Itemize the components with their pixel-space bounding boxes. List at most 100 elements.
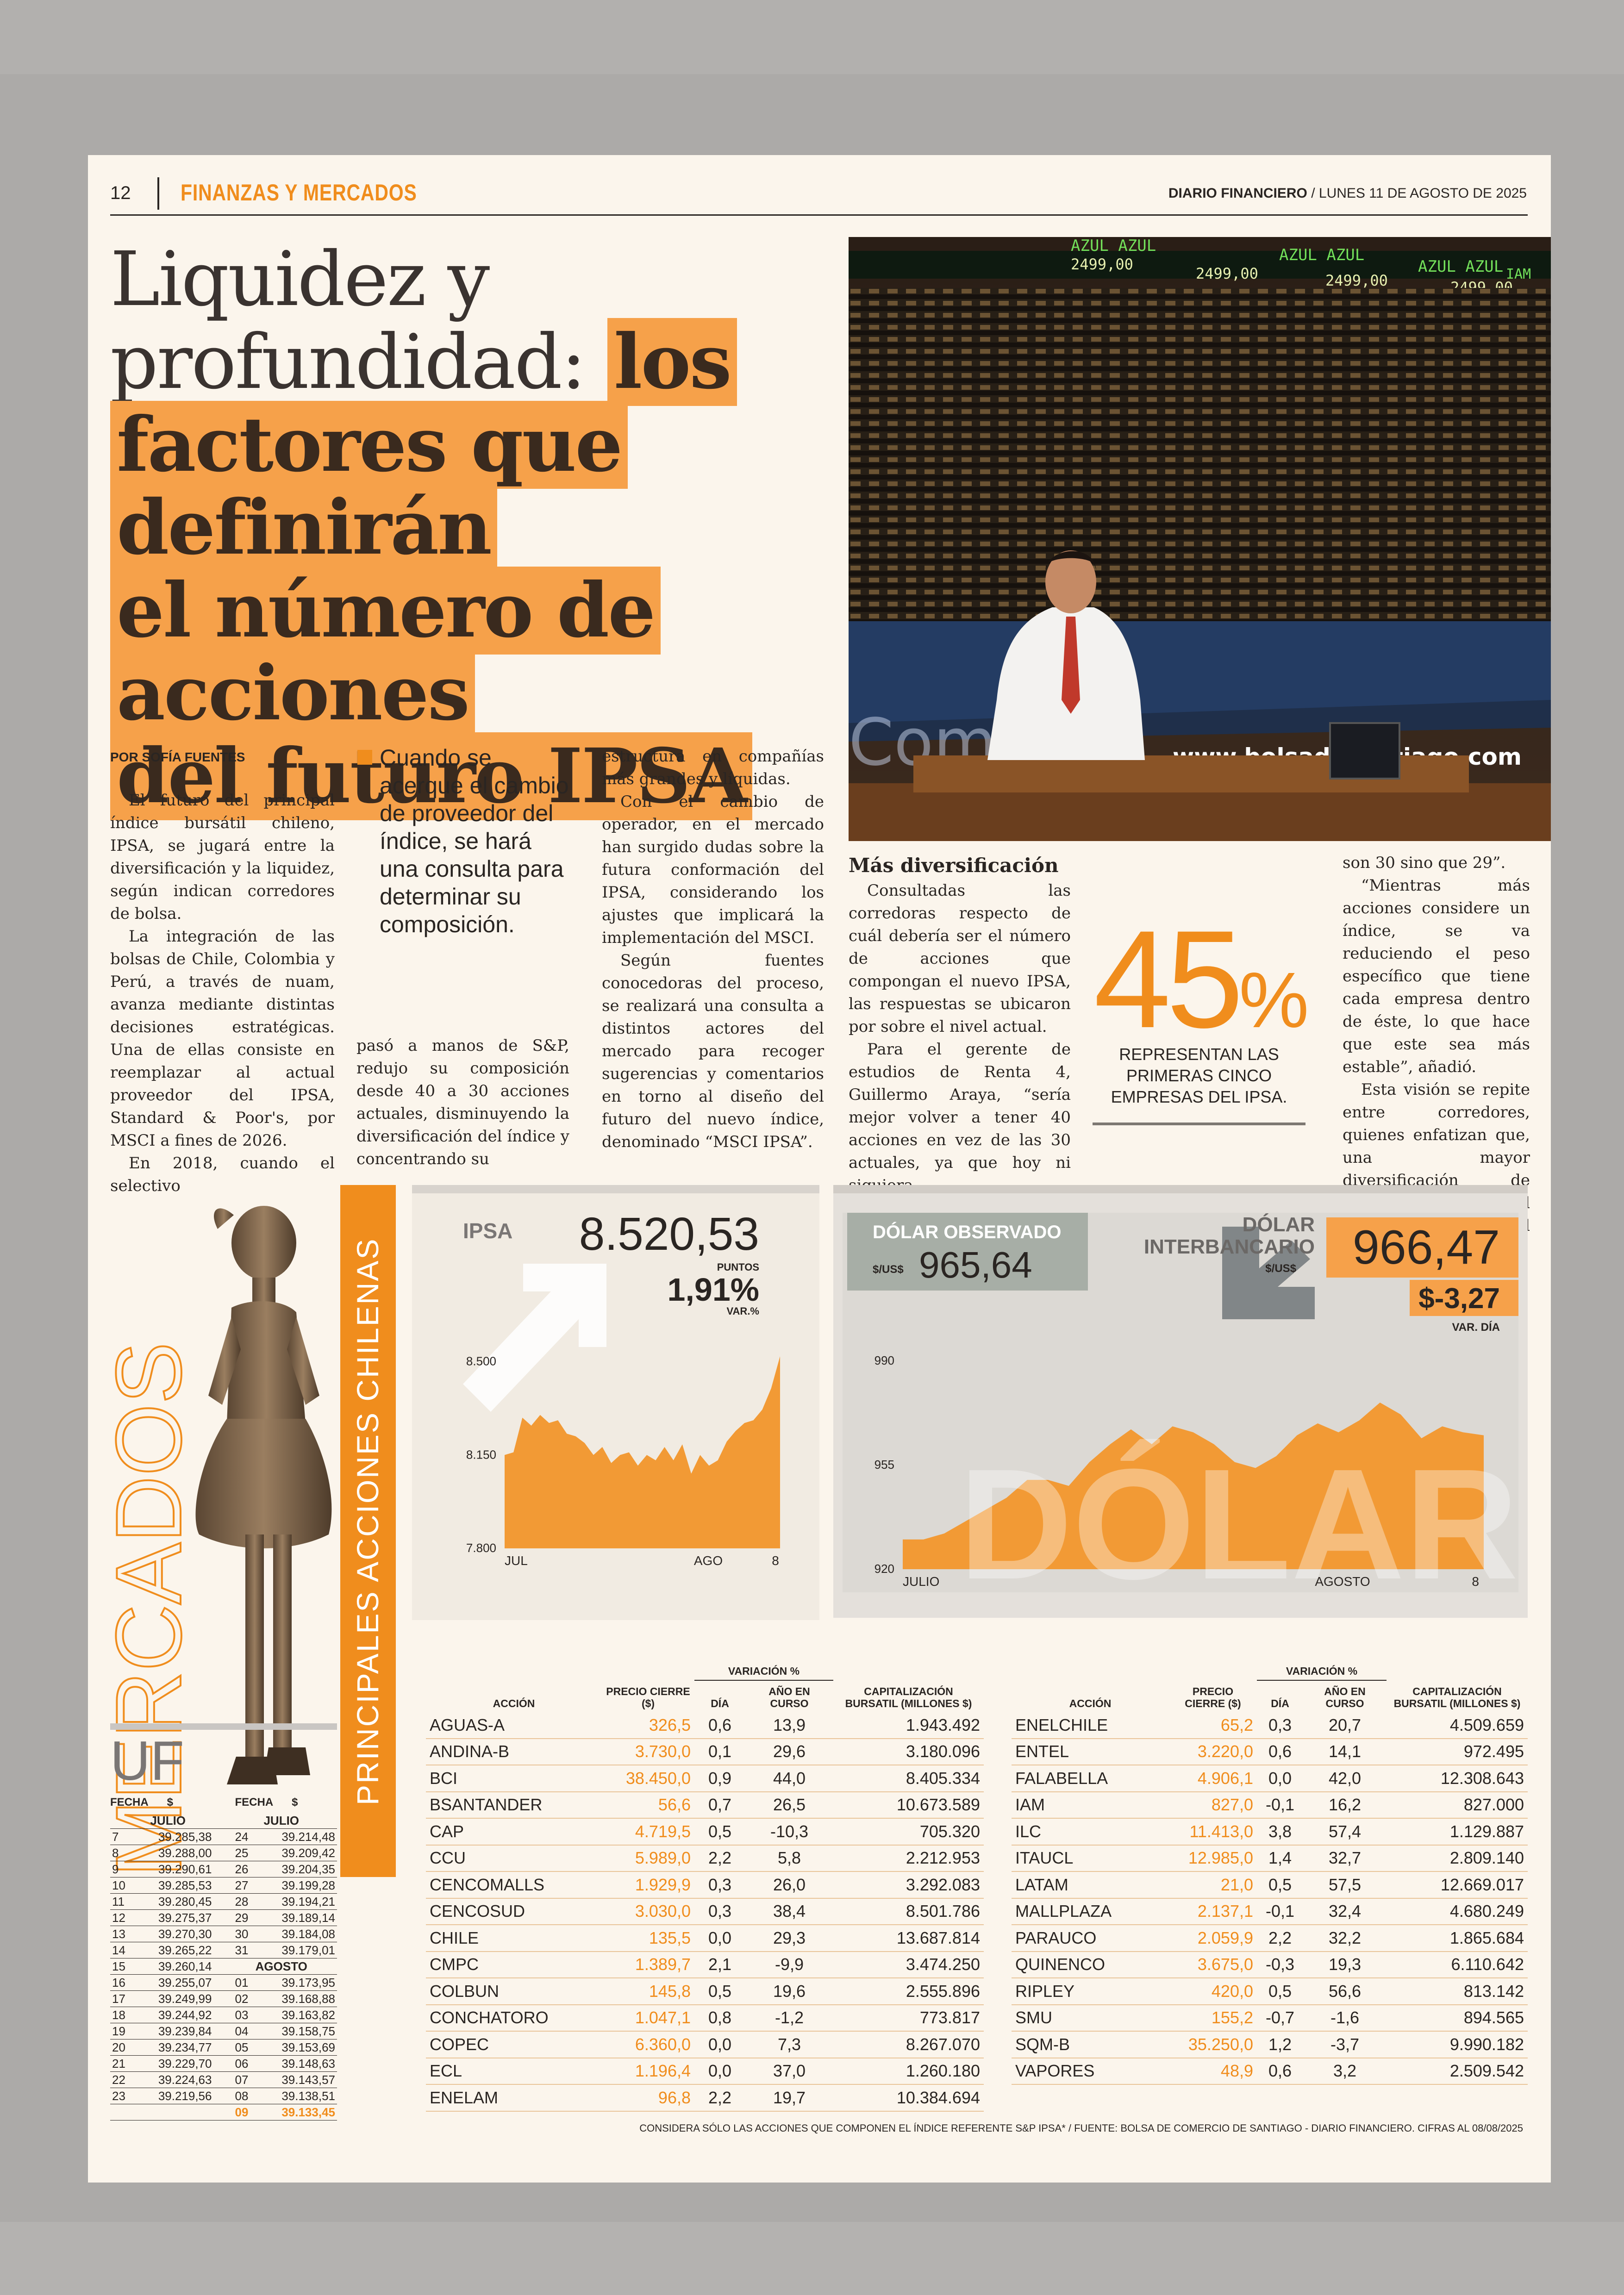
dolar-interbancario-change: $-3,27	[1418, 1283, 1500, 1315]
table-row: RIPLEY 420,0 0,5 56,6 813.142	[1012, 1978, 1528, 2005]
stock-name: LATAM	[1012, 1871, 1169, 1899]
stock-cap: 894.565	[1387, 2004, 1528, 2032]
uf-value: 39.280,45	[148, 1893, 226, 1910]
subheading: Más diversificación	[849, 854, 1059, 877]
stock-price: 65,2	[1169, 1712, 1257, 1739]
col-dia: DÍA	[1271, 1697, 1289, 1709]
stock-var-day: 0,0	[694, 2058, 745, 2085]
stock-var-year: 19,7	[745, 2084, 833, 2112]
stock-name: RIPLEY	[1012, 1978, 1169, 2005]
uf-day: 30	[225, 1926, 274, 1942]
headline-highlight: el número de acciones	[110, 567, 661, 737]
table-row: QUINENCO 3.675,0 -0,3 19,3 6.110.642	[1012, 1951, 1528, 1978]
col-accion: ACCIÓN	[493, 1697, 535, 1709]
stock-var-year: 32,4	[1303, 1898, 1387, 1925]
paragraph: Según fuentes conocedoras del proceso, s…	[602, 951, 824, 1151]
stock-var-year: 26,5	[745, 1791, 833, 1819]
uf-day: 8	[110, 1845, 149, 1861]
uf-row: 17 39.249,99 02 39.168,88	[110, 1990, 337, 2007]
stock-var-year: 42,0	[1303, 1765, 1387, 1792]
stock-cap: 8.405.334	[833, 1765, 984, 1792]
stock-cap: 1.943.492	[833, 1712, 984, 1739]
paragraph: Consultadas las corredoras respecto de c…	[849, 881, 1071, 1036]
table-row: ILC 11.413,0 3,8 57,4 1.129.887	[1012, 1818, 1528, 1846]
uf-value: 39.229,70	[148, 2055, 226, 2072]
stock-cap: 10.673.589	[833, 1791, 984, 1819]
table-row: ENELAM 96,8 2,2 19,7 10.384.694	[426, 2084, 984, 2112]
paragraph: Para el gerente de estudios de Renta 4, …	[849, 1040, 1071, 1195]
ipsa-value: 8.520,53	[579, 1208, 759, 1260]
col-precio: PRECIO CIERRE ($)	[606, 1685, 690, 1709]
fearless-girl-statue	[195, 1206, 332, 1784]
uf-col-fecha: FECHA	[110, 1796, 149, 1809]
uf-value: 39.244,92	[148, 2007, 226, 2023]
uf-value: 39.168,88	[273, 1990, 337, 2007]
stock-var-day: 0,3	[694, 1898, 745, 1925]
stock-var-day: 2,2	[1257, 1925, 1303, 1952]
uf-row: JULIO JULIO	[110, 1813, 337, 1829]
uf-day: 31	[225, 1942, 274, 1958]
stat-number: 45%	[1083, 910, 1315, 1060]
board-title: AZUL AZUL	[1418, 257, 1503, 276]
stock-name: ENTEL	[1012, 1738, 1169, 1765]
stock-name: CCU	[426, 1845, 602, 1872]
uf-day: 26	[225, 1861, 274, 1877]
photo-illustration: AZUL AZUL AZUL AZUL AZUL AZUL IAM 2499,0…	[849, 237, 1551, 841]
y-tick-label: 8.500	[466, 1354, 496, 1368]
stock-price: 3.730,0	[602, 1738, 694, 1765]
uf-day: 19	[110, 2023, 149, 2039]
stock-var-day: 2,2	[694, 2084, 745, 2112]
stock-var-year: 14,1	[1303, 1738, 1387, 1765]
uf-value: 39.163,82	[273, 2007, 337, 2023]
paragraph: Con el cambio de operador, en el mercado…	[602, 792, 824, 947]
stock-price: 56,6	[602, 1791, 694, 1819]
uf-month: JULIO	[110, 1813, 226, 1829]
uf-day: 09	[225, 2104, 274, 2120]
uf-row: 10 39.285,53 27 39.199,28	[110, 1877, 337, 1894]
dolar-interbancario-unit: $/US$	[1265, 1262, 1296, 1275]
newspaper-page: 12 FINANZAS Y MERCADOS DIARIO FINANCIERO…	[88, 155, 1551, 2183]
uf-value: 39.143,57	[273, 2071, 337, 2088]
uf-month: JULIO	[225, 1813, 337, 1829]
uf-row: 11 39.280,45 28 39.194,21	[110, 1893, 337, 1910]
stat-value: 45	[1093, 901, 1244, 1057]
table-row: ENTEL 3.220,0 0,6 14,1 972.495	[1012, 1738, 1528, 1765]
stock-exchange-photo: AZUL AZUL AZUL AZUL AZUL AZUL IAM 2499,0…	[849, 237, 1551, 841]
dolar-change-label: VAR. DÍA	[1452, 1321, 1500, 1334]
stock-cap: 13.687.814	[833, 1925, 984, 1952]
stock-price: 4.906,1	[1169, 1765, 1257, 1792]
uf-day: 20	[110, 2039, 149, 2056]
board-title: IAM	[1506, 266, 1531, 282]
masthead-date: / LUNES 11 DE AGOSTO DE 2025	[1311, 186, 1527, 201]
uf-value: 39.285,53	[148, 1877, 226, 1894]
bottom-margin	[0, 2222, 1624, 2295]
mercados-text: MERCADOS	[106, 1342, 199, 1877]
stock-name: FALABELLA	[1012, 1765, 1169, 1792]
stock-var-year: 37,0	[745, 2058, 833, 2085]
stock-cap: 8.267.070	[833, 2031, 984, 2058]
stock-name: QUINENCO	[1012, 1951, 1169, 1978]
paragraph: El futuro del principal índice bursátil …	[110, 791, 335, 923]
stock-name: VAPORES	[1012, 2058, 1169, 2085]
uf-day: 10	[110, 1877, 149, 1894]
uf-value: 39.199,28	[273, 1877, 337, 1894]
paragraph: son 30 sino que 29”.	[1343, 854, 1506, 872]
stock-price: 3.220,0	[1169, 1738, 1257, 1765]
uf-value: 39.260,14	[148, 1958, 226, 1975]
uf-value: 39.209,42	[273, 1845, 337, 1861]
x-tick-label: 8	[772, 1553, 779, 1568]
stock-var-year: 38,4	[745, 1898, 833, 1925]
uf-table: FECHA $ FECHA $ JULIO JULIO 7 39.285,38 24 39…	[110, 1796, 337, 2120]
article-column: El futuro del principal índice bursátil …	[110, 789, 335, 1197]
headline-plain: Liquidez y profundidad:	[110, 236, 586, 406]
uf-day: 13	[110, 1926, 149, 1942]
stock-var-year: 44,0	[745, 1765, 833, 1792]
uf-value: 39.138,51	[273, 2088, 337, 2104]
paragraph: La integración de las bolsas de Chile, C…	[110, 927, 335, 1150]
ipsa-unit: PUNTOS	[717, 1261, 759, 1273]
stock-cap: 3.180.096	[833, 1738, 984, 1765]
stock-var-day: 0,8	[694, 2004, 745, 2032]
stock-price: 96,8	[602, 2084, 694, 2112]
stock-name: CENCOMALLS	[426, 1871, 602, 1899]
stocks-table-right: ACCIÓN PRECIO CIERRE ($) VARIACIÓN % CAP…	[1012, 1665, 1528, 2085]
